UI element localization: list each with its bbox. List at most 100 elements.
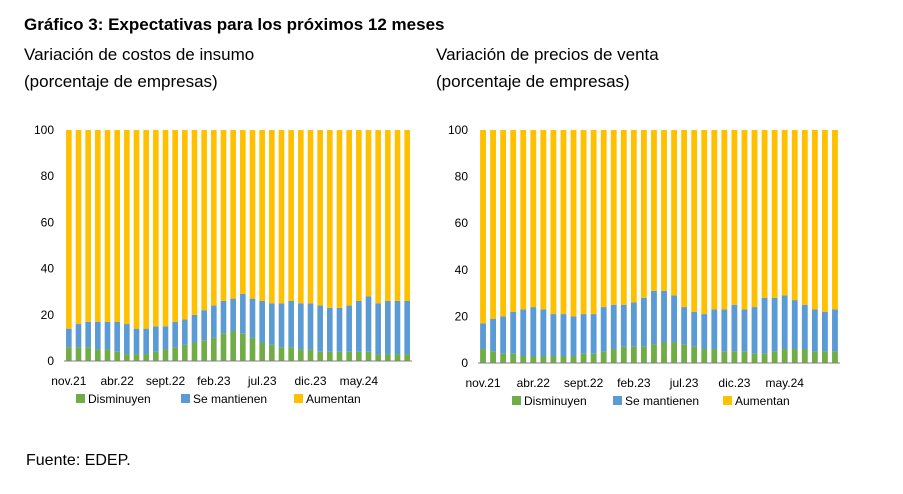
bar-se-mantienen-26 [741, 309, 748, 352]
bar-aumentan-17 [230, 130, 236, 299]
figure-title: Gráfico 3: Expectativas para los próximo… [24, 15, 445, 34]
x-tick-label: sept.22 [146, 374, 186, 388]
bar-aumentan-1 [75, 130, 82, 325]
x-tick-label: nov.21 [465, 376, 500, 390]
bar-disminuyen-12 [182, 344, 188, 361]
bar-se-mantienen-28 [761, 297, 768, 354]
bar-disminuyen-19 [671, 342, 677, 363]
bar-aumentan-12 [182, 130, 188, 320]
x-tick-label: jul.23 [247, 374, 277, 388]
bar-aumentan-31 [791, 130, 798, 301]
bar-se-mantienen-9 [153, 326, 159, 352]
bar-se-mantienen-20 [259, 300, 265, 343]
bar-disminuyen-22 [701, 349, 708, 363]
bar-disminuyen-15 [630, 346, 637, 363]
costos-insumo-chart: 0 20 40 60 80 100 nov.21 abr.22 sept.22 feb.23 jul… [34, 123, 412, 406]
bar-se-mantienen-31 [791, 300, 798, 350]
x-tick-label: feb.23 [197, 374, 231, 388]
bar-aumentan-26 [741, 130, 748, 310]
bar-aumentan-15 [630, 130, 637, 303]
bar-aumentan-28 [336, 130, 343, 308]
bar-aumentan-24 [721, 130, 728, 310]
bar-aumentan-25 [307, 130, 314, 304]
bar-disminuyen-4 [104, 349, 111, 361]
bar-disminuyen-4 [520, 356, 527, 363]
bar-aumentan-35 [404, 130, 410, 301]
bar-disminuyen-34 [394, 354, 401, 361]
bar-aumentan-9 [570, 130, 577, 317]
bar-aumentan-32 [801, 130, 808, 305]
bar-se-mantienen-10 [162, 326, 169, 350]
bar-aumentan-35 [832, 130, 838, 310]
y-tick-label: 60 [41, 215, 55, 229]
legend-label: Disminuyen [88, 392, 151, 406]
bar-aumentan-21 [691, 130, 698, 312]
bar-se-mantienen-12 [182, 319, 188, 345]
bar-disminuyen-35 [404, 354, 410, 361]
bar-disminuyen-33 [811, 351, 818, 363]
bar-se-mantienen-13 [610, 304, 617, 350]
bar-aumentan-30 [781, 130, 788, 296]
right-subtitle-line-2: (porcentaje de empresas) [436, 72, 630, 91]
y-tick-label: 40 [41, 262, 55, 276]
bar-aumentan-8 [560, 130, 567, 315]
bar-disminuyen-11 [172, 347, 178, 361]
legend-swatch-se-mantienen [613, 396, 622, 405]
bar-disminuyen-7 [133, 354, 140, 361]
bar-aumentan-29 [346, 130, 352, 306]
bar-disminuyen-27 [751, 353, 758, 363]
bar-se-mantienen-30 [356, 300, 362, 352]
bar-disminuyen-23 [711, 349, 718, 363]
y-tick-label: 100 [34, 123, 54, 137]
legend-label: Aumentan [735, 394, 790, 408]
legend-label: Se mantienen [193, 392, 267, 406]
bar-se-mantienen-16 [641, 297, 647, 347]
bar-disminuyen-7 [550, 356, 557, 363]
bar-se-mantienen-9 [570, 316, 577, 357]
bar-disminuyen-29 [346, 351, 352, 361]
bar-aumentan-7 [133, 130, 140, 329]
bar-se-mantienen-33 [385, 300, 391, 355]
left-subtitle-line-2: (porcentaje de empresas) [24, 72, 218, 91]
bar-se-mantienen-4 [520, 309, 527, 357]
x-tick-label: dic.23 [718, 376, 750, 390]
bar-aumentan-15 [211, 130, 217, 306]
bar-disminuyen-10 [580, 353, 587, 363]
bar-se-mantienen-32 [375, 303, 381, 355]
bar-disminuyen-34 [822, 351, 828, 363]
bar-aumentan-29 [771, 130, 778, 298]
bar-disminuyen-32 [801, 349, 808, 363]
y-tick-label: 40 [455, 263, 469, 277]
bar-se-mantienen-11 [590, 314, 597, 354]
bar-aumentan-4 [520, 130, 527, 310]
bar-disminuyen-3 [95, 349, 101, 361]
bar-se-mantienen-35 [404, 300, 410, 355]
bar-aumentan-7 [550, 130, 557, 315]
y-tick-label: 100 [448, 123, 468, 137]
bar-disminuyen-28 [336, 351, 343, 361]
bar-se-mantienen-2 [500, 316, 507, 354]
bar-se-mantienen-21 [691, 311, 698, 347]
bar-disminuyen-13 [610, 349, 617, 363]
bar-se-mantienen-34 [394, 300, 401, 355]
bar-disminuyen-13 [191, 342, 198, 361]
bar-se-mantienen-35 [832, 309, 838, 352]
bar-aumentan-11 [172, 130, 178, 322]
bar-se-mantienen-17 [651, 290, 657, 345]
x-tick-label: abr.22 [517, 376, 551, 390]
bar-disminuyen-21 [691, 346, 698, 363]
legend-swatch-disminuyen [512, 396, 521, 405]
y-tick-label: 80 [455, 170, 469, 184]
bar-disminuyen-16 [641, 346, 647, 363]
bar-se-mantienen-33 [811, 309, 818, 352]
x-tick-label: sept.22 [564, 376, 604, 390]
bar-aumentan-14 [201, 130, 207, 311]
bar-aumentan-4 [104, 130, 111, 322]
bar-se-mantienen-1 [75, 324, 82, 348]
bar-aumentan-16 [641, 130, 647, 298]
bar-disminuyen-28 [761, 353, 768, 363]
bar-aumentan-25 [731, 130, 738, 305]
x-tick-label: may.24 [765, 376, 804, 390]
bar-disminuyen-14 [620, 346, 627, 363]
bar-se-mantienen-7 [133, 328, 140, 355]
